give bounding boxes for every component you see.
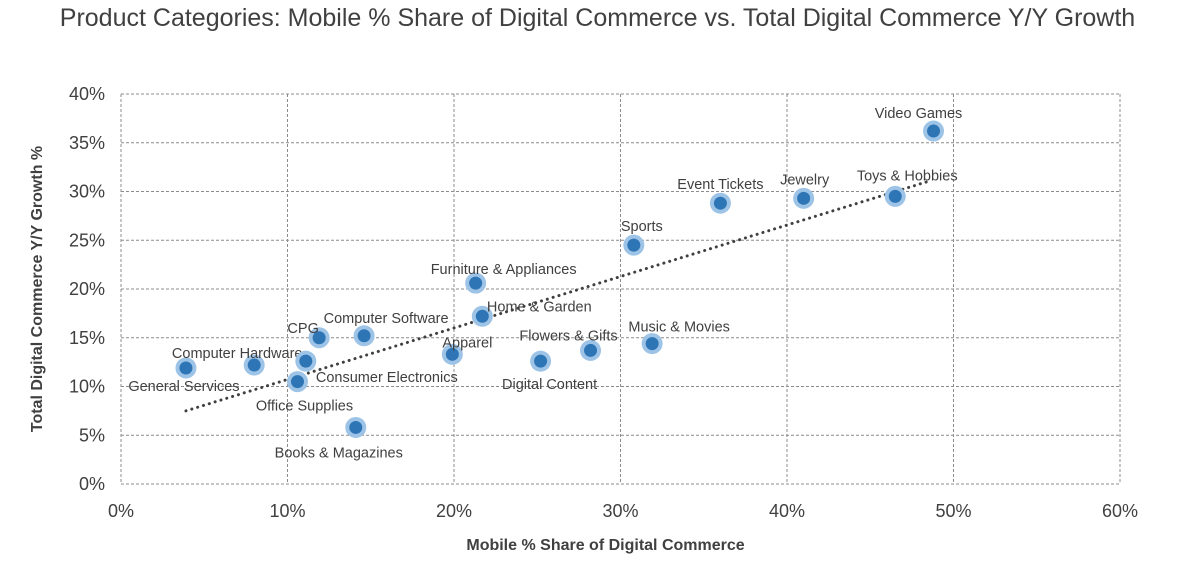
- data-label: Furniture & Appliances: [431, 262, 577, 278]
- data-point: [584, 343, 598, 357]
- data-label: General Services: [128, 379, 239, 395]
- data-label: Office Supplies: [256, 399, 353, 415]
- data-point: [888, 189, 902, 203]
- y-tick-label: 25%: [69, 230, 105, 250]
- x-tick-label: 40%: [769, 501, 805, 521]
- y-tick-label: 30%: [69, 182, 105, 202]
- data-label: Books & Magazines: [275, 445, 403, 461]
- data-point: [713, 196, 727, 210]
- data-point: [534, 354, 548, 368]
- data-point: [299, 354, 313, 368]
- data-point: [475, 309, 489, 323]
- x-tick-label: 10%: [269, 501, 305, 521]
- data-label: Apparel: [442, 335, 492, 351]
- data-label: Digital Content: [502, 377, 597, 393]
- data-label: Sports: [621, 219, 663, 235]
- y-tick-label: 5%: [79, 425, 105, 445]
- data-label: Home & Garden: [487, 299, 592, 315]
- y-tick-label: 40%: [69, 84, 105, 104]
- x-tick-label: 50%: [935, 501, 971, 521]
- data-point: [445, 347, 459, 361]
- data-label: Event Tickets: [677, 177, 763, 193]
- data-label: Computer Software: [324, 311, 449, 327]
- data-label: Consumer Electronics: [316, 370, 458, 386]
- data-label: Computer Hardware: [172, 346, 303, 362]
- x-axis-title: Mobile % Share of Digital Commerce: [466, 537, 744, 554]
- data-point: [797, 191, 811, 205]
- data-label: Jewelry: [780, 172, 830, 188]
- data-point: [312, 331, 326, 345]
- data-point: [290, 375, 304, 389]
- y-tick-label: 10%: [69, 377, 105, 397]
- data-point: [247, 358, 261, 372]
- data-point: [627, 238, 641, 252]
- x-tick-label: 60%: [1102, 501, 1138, 521]
- data-label: Flowers & Gifts: [519, 328, 617, 344]
- data-point: [645, 337, 659, 351]
- data-point: [357, 329, 371, 343]
- data-point: [179, 361, 193, 375]
- y-axis-title: Total Digital Commerce Y/Y Growth %: [29, 146, 46, 432]
- data-label: CPG: [287, 321, 318, 337]
- data-point: [469, 276, 483, 290]
- data-label: Video Games: [875, 106, 963, 122]
- y-tick-label: 15%: [69, 328, 105, 348]
- x-tick-label: 20%: [436, 501, 472, 521]
- data-label: Toys & Hobbies: [857, 168, 958, 184]
- trendline: [184, 179, 932, 413]
- data-point: [349, 420, 363, 434]
- data-point: [927, 124, 941, 138]
- x-tick-label: 30%: [602, 501, 638, 521]
- chart-title: Product Categories: Mobile % Share of Di…: [59, 4, 1136, 32]
- y-tick-label: 20%: [69, 279, 105, 299]
- data-label: Music & Movies: [628, 320, 730, 336]
- y-tick-label: 0%: [79, 474, 105, 494]
- x-tick-label: 0%: [108, 501, 134, 521]
- y-tick-label: 35%: [69, 133, 105, 153]
